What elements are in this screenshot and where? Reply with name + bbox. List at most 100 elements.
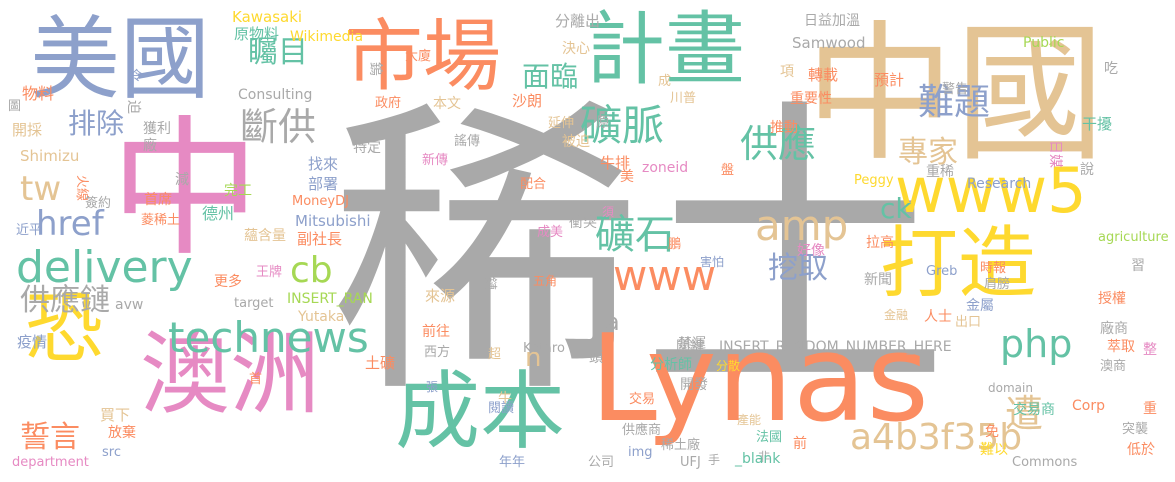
cloud-word: 令 [130, 69, 144, 84]
cloud-word: _blank [735, 451, 781, 467]
cloud-word: 打造 [880, 219, 1037, 309]
cloud-word: zoneid [642, 160, 689, 176]
cloud-word: 張 [426, 380, 439, 394]
cloud-word: 成美 [537, 225, 564, 240]
cloud-word: 難題 [918, 82, 991, 123]
cloud-word: 礦石 [595, 212, 675, 258]
cloud-word: Public [1023, 35, 1065, 51]
cloud-word: 害怕 [700, 255, 725, 269]
cloud-word: 遭 [1005, 392, 1044, 436]
cloud-word: 肩膀 [984, 277, 1011, 292]
cloud-word: Consulting [238, 87, 313, 103]
cloud-word: 重要性 [790, 91, 832, 107]
cloud-word: 成本 [395, 363, 566, 462]
cloud-word: 澳洲 [140, 322, 320, 427]
cloud-word: Kawasaki [232, 8, 303, 26]
cloud-word: 牛 [498, 391, 512, 407]
cloud-word: 廠 [143, 138, 157, 154]
cloud-word: 西方 [424, 345, 451, 360]
cloud-word: 免 [985, 424, 999, 440]
cloud-word: 禁運 [678, 336, 706, 352]
cloud-word: 圖 [8, 99, 22, 114]
cloud-word: 說 [1080, 162, 1094, 178]
cloud-word: 重稀 [926, 164, 954, 180]
cloud-word: 迫 [125, 100, 141, 114]
cloud-word: agriculture [1098, 230, 1169, 245]
cloud-word: 轉載 [808, 66, 839, 84]
cloud-word: 來源 [425, 287, 456, 305]
cloud-word: 五角 [533, 274, 558, 288]
cloud-word: 新聞 [864, 272, 892, 288]
cloud-word: Commons [1012, 455, 1078, 470]
cloud-word: 專家 [898, 135, 958, 170]
cloud-word: 前 [793, 436, 807, 452]
cloud-word: php [1000, 322, 1073, 366]
cloud-word: 美 [620, 169, 634, 185]
cloud-word: 鵬 [668, 237, 682, 252]
cloud-word: Yutaka [298, 309, 345, 325]
cloud-word: n [525, 343, 542, 373]
cloud-word: Kotaro [523, 341, 565, 356]
cloud-word: 計畫 [585, 3, 745, 96]
cloud-word: 時報 [980, 261, 1007, 276]
cloud-word: 川普 [670, 91, 697, 106]
cloud-word: 拉高 [866, 235, 894, 251]
cloud-word: 礦脈 [580, 101, 665, 150]
cloud-word: 蘊含量 [244, 228, 286, 244]
cloud-word: 原 [596, 115, 610, 131]
cloud-word: href [36, 204, 104, 244]
cloud-word: 分析師 [650, 357, 692, 373]
cloud-word: 決心 [562, 41, 590, 57]
cloud-word: 分離出 [555, 12, 601, 30]
cloud-word: 衝突 [569, 215, 597, 231]
cloud-word: Greb [926, 264, 958, 279]
cloud-word: 關鍵 [676, 339, 704, 355]
cloud-word: 配合 [520, 177, 547, 192]
cloud-word: Lynas [590, 310, 929, 449]
cloud-word: Research [967, 176, 1032, 192]
cloud-word: 盤 [721, 163, 735, 178]
cloud-word: 特定 [353, 140, 381, 156]
cloud-word: 恐 [25, 284, 104, 374]
cloud-word: 開採 [12, 121, 43, 139]
cloud-word: 供應 [740, 122, 817, 166]
cloud-word: www [613, 251, 717, 300]
cloud-word: technews [168, 313, 369, 362]
cloud-word: 突襲 [1122, 422, 1149, 437]
cloud-word: 鎢 [367, 62, 383, 76]
cloud-word: 開發 [680, 377, 708, 393]
cloud-word: 減 [175, 172, 189, 188]
cloud-word: 吃 [1104, 61, 1118, 77]
cloud-word: 斷供 [240, 105, 317, 149]
cloud-word: 排除 [68, 107, 125, 140]
cloud-word: 預計 [874, 71, 905, 89]
cloud-word: 習 [1131, 258, 1145, 274]
cloud-word: 菱稀土 [141, 213, 181, 228]
cloud-word: 手 [708, 453, 721, 467]
cloud-word: 稀土廠 [661, 438, 701, 453]
cloud-word: 德州 [202, 204, 235, 223]
cloud-word: 交易商 [1013, 402, 1055, 418]
cloud-word: cb [290, 250, 333, 291]
cloud-word: 授權 [1098, 291, 1126, 307]
cloud-word: 廠商 [1100, 321, 1128, 337]
cloud-word: 美國 [30, 7, 210, 112]
cloud-word: 誓言 [20, 420, 80, 455]
cloud-word: 超 [488, 347, 502, 362]
cloud-word: department [12, 455, 89, 470]
cloud-word: 日媒 [1047, 140, 1063, 168]
cloud-word: 簽約 [85, 196, 112, 211]
cloud-word: 找來 [308, 155, 339, 173]
cloud-word: 頭 [589, 350, 603, 366]
cloud-word: 中國 [805, 8, 1106, 182]
cloud-word: target [234, 296, 274, 311]
cloud-word: 非 [758, 450, 771, 464]
cloud-word: avw [115, 297, 144, 313]
cloud-word: 成 [658, 74, 672, 89]
cloud-word: 首 [249, 372, 263, 387]
cloud-word: delivery [16, 242, 193, 293]
cloud-word: 挖取 [768, 251, 828, 286]
cloud-word: MoneyDJ [292, 194, 349, 209]
cloud-word: a4b3f35b [850, 417, 1023, 458]
